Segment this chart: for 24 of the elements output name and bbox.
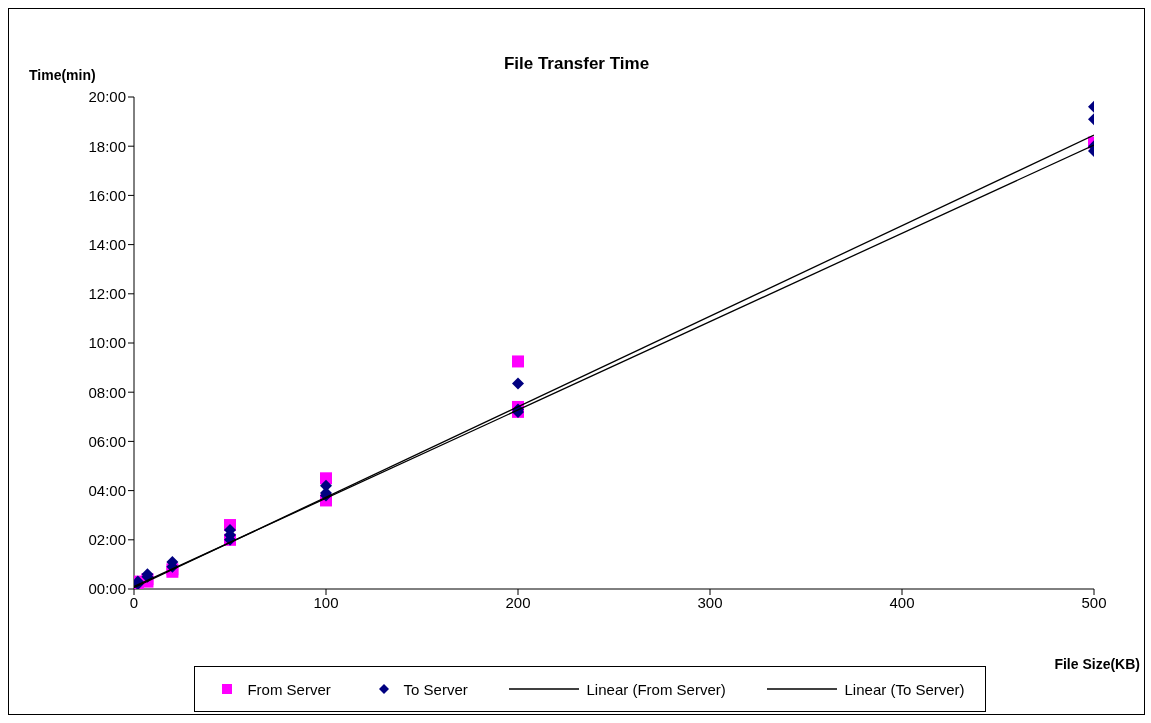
- legend-label: To Server: [403, 680, 468, 698]
- x-tick-label: 0: [129, 593, 139, 611]
- y-tick-label: 18:00: [88, 137, 126, 155]
- x-tick-label: 100: [313, 593, 339, 611]
- y-tick-label: 04:00: [88, 481, 126, 499]
- y-tick-label: 16:00: [88, 186, 126, 204]
- y-tick-label: 02:00: [88, 531, 126, 549]
- y-axis-title: Time(min): [29, 67, 96, 83]
- x-axis-title: File Size(KB): [1054, 656, 1140, 672]
- legend-label: From Server: [247, 680, 331, 698]
- y-tick-label: 10:00: [88, 334, 126, 352]
- x-tick-label: 400: [889, 593, 915, 611]
- legend-label: Linear (To Server): [844, 680, 965, 698]
- y-tick-label: 08:00: [88, 383, 126, 401]
- y-tick-label: 20:00: [88, 88, 126, 106]
- y-tick-label: 06:00: [88, 432, 126, 450]
- y-tick-label: 12:00: [88, 285, 126, 303]
- y-tick-label: 00:00: [88, 580, 126, 598]
- legend-label: Linear (From Server): [586, 680, 726, 698]
- x-tick-label: 500: [1081, 593, 1107, 611]
- x-tick-label: 200: [505, 593, 531, 611]
- y-tick-label: 14:00: [88, 235, 126, 253]
- chart-title: File Transfer Time: [503, 54, 650, 73]
- x-tick-label: 300: [697, 593, 723, 611]
